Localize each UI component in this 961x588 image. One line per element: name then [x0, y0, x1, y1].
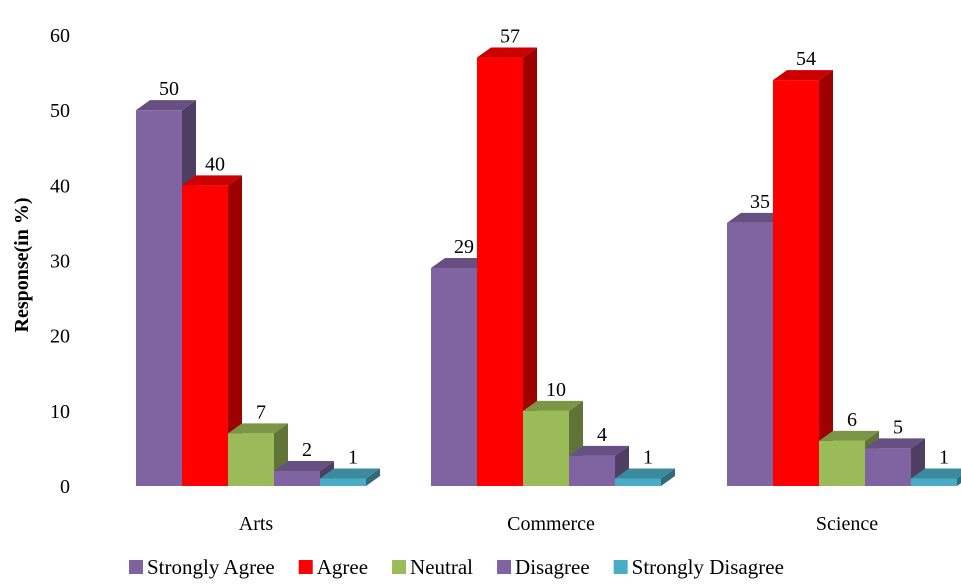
bar-top	[320, 468, 380, 479]
bar-front	[228, 433, 274, 486]
bar-top	[615, 468, 675, 479]
legend-label: Strongly Agree	[147, 555, 275, 579]
data-label: 2	[302, 439, 312, 461]
bar-front	[182, 185, 228, 487]
legend-label: Strongly Disagree	[632, 555, 784, 579]
data-label: 54	[796, 48, 816, 70]
bar	[911, 468, 961, 486]
bar-top	[773, 70, 833, 81]
bar-top	[819, 430, 879, 441]
bar	[773, 70, 833, 486]
category-label: Arts	[239, 513, 274, 535]
bar-top	[136, 100, 196, 111]
bar-front	[569, 455, 615, 486]
data-label: 10	[546, 379, 566, 401]
legend-swatch	[129, 560, 143, 574]
bar-front	[819, 440, 865, 486]
bar-top	[911, 468, 961, 479]
y-tick-label: 60	[50, 25, 70, 47]
data-labels: 50 40 7 2 1 29 57 10 4 1 35 54 6 5 1	[159, 26, 949, 469]
bar-front	[523, 410, 569, 486]
data-label: 29	[454, 236, 474, 258]
bar-top	[228, 423, 288, 434]
bar	[615, 468, 675, 486]
bar-front	[773, 80, 819, 486]
bar-side	[661, 468, 675, 486]
bar	[523, 400, 583, 486]
data-label: 1	[643, 446, 653, 468]
bar-top	[569, 445, 629, 456]
bar-side	[228, 175, 242, 487]
bar-front	[911, 478, 957, 486]
legend: Strongly Agree Agree Neutral Disagree Strong…	[129, 555, 784, 579]
bars	[136, 47, 961, 487]
legend-item: Neutral	[392, 555, 473, 579]
bar-top	[274, 460, 334, 471]
data-label: 5	[893, 416, 903, 438]
y-tick-label: 40	[50, 175, 70, 197]
y-tick-label: 30	[50, 251, 70, 273]
category-labels: Arts Commerce Science	[239, 513, 878, 535]
data-label: 6	[847, 409, 857, 431]
y-tick-label: 0	[60, 476, 70, 498]
data-label: 50	[159, 78, 179, 100]
bar	[182, 175, 242, 487]
bar-top	[727, 212, 787, 223]
y-axis-ticks: 0 10 20 30 40 50 60	[50, 25, 70, 498]
legend-swatch	[497, 560, 512, 574]
data-label: 40	[205, 153, 225, 175]
bar-front	[477, 57, 523, 487]
legend-item: Agree	[298, 555, 368, 579]
legend-swatch	[392, 560, 407, 574]
bar-side	[366, 468, 380, 486]
legend-label: Neutral	[410, 555, 473, 579]
data-label: 1	[348, 446, 358, 468]
bar-side	[523, 47, 537, 487]
bar-front	[136, 110, 182, 487]
data-label: 1	[939, 446, 949, 468]
bar	[865, 438, 925, 486]
legend-item: Disagree	[497, 555, 590, 579]
category-label: Science	[816, 513, 878, 535]
bar-top	[523, 400, 583, 411]
bar-front	[320, 478, 366, 486]
bar-top	[477, 47, 537, 58]
bar-front	[727, 222, 773, 486]
bar-front	[615, 478, 661, 486]
bar-side	[957, 475, 961, 486]
legend-item: Strongly Agree	[129, 555, 275, 579]
data-label: 7	[256, 401, 266, 423]
legend-swatch	[298, 560, 313, 574]
bar-front	[865, 448, 911, 486]
legend-label: Disagree	[515, 555, 590, 579]
bar-top	[431, 258, 491, 269]
legend-label: Agree	[317, 555, 368, 579]
category-label: Commerce	[507, 513, 595, 535]
bar-top	[865, 438, 925, 449]
y-tick-label: 10	[50, 401, 70, 423]
bar-front	[431, 268, 477, 486]
bar-front	[274, 470, 320, 486]
data-label: 57	[500, 26, 520, 48]
y-axis-label: Response(in %)	[11, 197, 33, 332]
bar-top	[182, 175, 242, 186]
data-label: 35	[750, 191, 770, 213]
bar	[320, 468, 380, 486]
bar	[274, 460, 334, 486]
legend-swatch	[613, 560, 628, 574]
y-tick-label: 20	[50, 326, 70, 348]
data-label: 4	[597, 424, 607, 446]
y-tick-label: 50	[50, 100, 70, 122]
bar	[477, 47, 537, 487]
bar-side	[819, 70, 833, 486]
legend-item: Strongly Disagree	[613, 555, 784, 579]
